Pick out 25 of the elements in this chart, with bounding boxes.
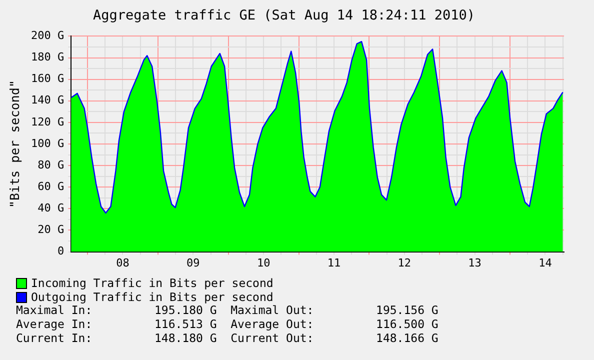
y-tick-label: 120 G [30,115,64,128]
y-axis-title: "Bits per second" [6,80,22,208]
y-tick-label: 0 [57,244,64,258]
y-tick-label: 180 G [30,50,64,64]
y-tick-label: 200 G [30,29,64,42]
text: Current In: 148.180 G Current Out: 148.166 G [16,331,438,345]
y-tick-label: 20 G [38,223,64,236]
legend-label: Outgoing Traffic in Bits per second [31,290,274,304]
y-tick-label: 40 G [38,202,64,215]
y-tick-label: 60 G [38,180,64,193]
chart-title: Aggregate traffic GE (Sat Aug 14 18:24:11 2010) [92,8,476,24]
text: Incoming Traffic in Bits per second [31,276,274,290]
x-tick-label: 10 [256,256,270,270]
text: Average In: 116.513 G Average Out: 116.500 G [16,317,438,331]
y-tick-label: 160 G [30,72,64,86]
y-tick-label: 140 G [30,94,64,107]
y-tick-label: 80 G [38,158,64,172]
x-tick-label: 11 [327,256,341,270]
y-tick-label: 100 G [30,136,64,150]
x-tick-label: 14 [538,256,552,270]
x-tick-label: 12 [398,256,412,270]
x-tick-label: 13 [468,256,482,270]
text: Maximal In: 195.180 G Maximal Out: 195.156 G [16,303,438,317]
x-tick-label: 09 [186,256,200,270]
x-tick-label: 08 [116,256,130,270]
